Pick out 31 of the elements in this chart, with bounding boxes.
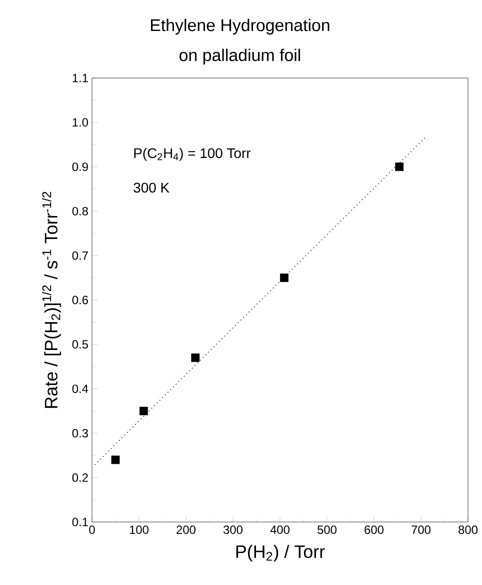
y-tick-label: 0.2 [72, 473, 88, 482]
y-tick-label: 0.7 [72, 251, 88, 260]
annotation: 300 K [134, 182, 170, 193]
y-tick-label: 0.3 [72, 428, 88, 438]
chart-title: Ethylene Hydrogenation [151, 18, 330, 35]
y-tick-label: 1.1 [72, 74, 88, 82]
y-tick-label: 0.5 [72, 340, 88, 349]
x-tick-label: 800 [458, 526, 478, 534]
y-axis-title: Rate / [P(H$_{2}$)]$^{1/2}$ / s$^{-1}$ Torr$^{-1/2}$ [42, 192, 62, 408]
y-tick-label: 1.0 [72, 118, 88, 127]
y-tick-label: 0.4 [72, 384, 88, 394]
x-tick-label: 100 [130, 526, 149, 534]
y-tick-label: 0.6 [72, 296, 88, 304]
point [140, 406, 148, 416]
y-tick-label: 0.9 [72, 162, 88, 172]
point [191, 354, 200, 362]
x-tick-label: 200 [176, 526, 196, 534]
point [111, 456, 120, 464]
x-tick-label: 600 [364, 526, 384, 534]
x-tick-label: 0 [89, 526, 95, 534]
x-tick-label: 300 [223, 526, 243, 534]
x-tick-label: 500 [318, 526, 337, 534]
point [280, 274, 288, 282]
x-tick-label: 400 [270, 526, 290, 534]
x-axis-title: P(H$_{2}$) / Torr [236, 544, 325, 562]
x-tick-label: 700 [412, 526, 431, 534]
point [395, 162, 404, 171]
annotation: P(C$_{2}$H$_{4}$) = 100 Torr [134, 148, 251, 161]
y-tick-label: 0.8 [72, 206, 88, 216]
chart-subtitle: on palladium foil [180, 48, 300, 64]
y-tick-label: 0.1 [72, 518, 88, 526]
